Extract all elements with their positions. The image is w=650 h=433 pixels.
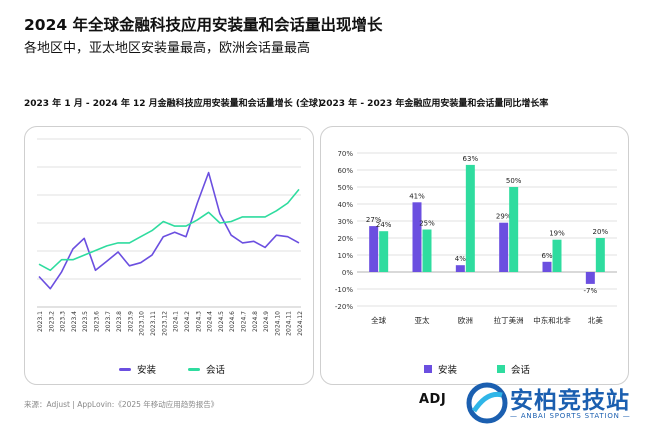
x-tick-label: 2024.11: [286, 311, 293, 336]
page-title: 2024 年全球金融科技应用安装量和会话量出现增长: [24, 16, 383, 34]
brand-name: 安柏竞技站: [510, 388, 630, 414]
data-label: 4%: [455, 255, 466, 263]
legend-installs-swatch: [119, 367, 131, 371]
x-tick-label: 2024.8: [252, 311, 259, 332]
category-label: 拉丁美洲: [494, 315, 524, 325]
bar-chart: 70% 60% 50% 40% 30% 20% 10% 0% -10% -20% 27%24% 全球 4…: [335, 150, 617, 325]
brand-emblem-icon: [466, 382, 508, 424]
y-tick-label: 0%: [342, 269, 353, 277]
x-tick-label: 2023.10: [139, 311, 146, 336]
right-chart-title: 2023 年 - 2023 年金融应用安装量和会话量同比增长率: [320, 99, 549, 109]
y-tick-label: 30%: [337, 218, 353, 226]
bar-sessions: [465, 164, 475, 272]
bar-sessions: [509, 187, 519, 272]
bar-installs: [499, 222, 509, 272]
x-tick-label: 2024.9: [263, 311, 270, 332]
data-label: 6%: [541, 252, 552, 260]
x-tick-label: 2023.9: [127, 311, 134, 332]
y-tick-label: 70%: [337, 150, 353, 158]
x-tick-label: 2024.6: [229, 311, 236, 332]
brand-logo: 安柏竞技站 — ANBAI SPORTS STATION —: [466, 381, 646, 427]
legend-installs-label: 安装: [137, 365, 157, 376]
page-subtitle: 各地区中，亚太地区安装量最高，欧洲会话量最高: [24, 41, 311, 56]
data-label: 25%: [419, 220, 435, 228]
legend-installs-swatch: [424, 365, 432, 373]
legend-sessions-swatch: [497, 365, 506, 373]
x-tick-label: 2024.7: [240, 311, 247, 332]
y-tick-label: 40%: [337, 201, 353, 209]
bar-sessions: [422, 229, 432, 272]
x-tick-label: 2024.10: [274, 311, 281, 336]
x-tick-label: 2023.8: [116, 311, 123, 332]
series-line-installs: [38, 171, 300, 290]
bar-legend: 安装 会话: [424, 362, 530, 376]
brand-subtitle: — ANBAI SPORTS STATION —: [510, 412, 631, 420]
line-chart-panel: 2023.1 2023.2 2023.3 2023.4 2023.5 2023.6 2023…: [24, 126, 314, 385]
bar-installs: [455, 265, 465, 272]
source-note: 来源：Adjust | AppLovin:《2025 年移动应用趋势报告》: [24, 400, 219, 409]
category-label: 欧洲: [458, 315, 473, 325]
bar-installs: [542, 261, 552, 272]
data-label: 50%: [506, 177, 522, 185]
left-chart-title: 2023 年 1 月 - 2024 年 12 月金融科技应用安装量和会话量增长 …: [24, 99, 323, 109]
x-tick-label: 2024.1: [173, 311, 180, 332]
category-label: 中东和北非: [533, 315, 571, 325]
y-tick-label: -20%: [335, 303, 353, 311]
x-tick-label: 2023.12: [161, 311, 168, 336]
bar-installs: [369, 226, 379, 272]
category-label: 北美: [588, 315, 603, 325]
x-tick-label: 2023.6: [94, 311, 101, 332]
line-legend: 安装 会话: [119, 362, 225, 376]
x-tick-label: 2023.2: [48, 311, 55, 332]
y-tick-label: 60%: [337, 167, 353, 175]
y-tick-label: -10%: [335, 286, 353, 294]
legend-sessions-swatch: [188, 367, 201, 371]
bar-installs: [585, 272, 595, 284]
legend-sessions-label: 会话: [206, 365, 226, 376]
x-tick-label: 2023.1: [37, 311, 44, 332]
legend-sessions-label: 会话: [511, 365, 531, 376]
data-label: -7%: [584, 287, 598, 295]
category-label: 亚太: [415, 315, 430, 325]
x-tick-label: 2023.11: [150, 311, 157, 336]
x-tick-label: 2023.3: [60, 311, 67, 332]
y-tick-label: 10%: [337, 252, 353, 260]
data-label: 20%: [593, 228, 609, 236]
line-chart: 2023.1 2023.2 2023.3 2023.4 2023.5 2023.6 2023…: [37, 138, 304, 336]
adj-logo: ADJ: [419, 392, 447, 407]
bar-chart-panel: 70% 60% 50% 40% 30% 20% 10% 0% -10% -20% 27% 24% 全球 4…: [320, 126, 629, 385]
x-tick-label: 2023.7: [105, 311, 112, 332]
series-line-sessions: [38, 188, 300, 272]
legend-installs-label: 安装: [438, 365, 458, 376]
x-tick-label: 2024.3: [195, 311, 202, 332]
bar-sessions: [595, 238, 605, 272]
data-label: 24%: [376, 221, 392, 229]
category-label: 全球: [371, 315, 386, 325]
y-tick-label: 20%: [337, 235, 353, 243]
y-tick-label: 50%: [337, 184, 353, 192]
x-tick-label: 2024.12: [297, 311, 304, 336]
data-label: 63%: [463, 155, 479, 163]
bar-sessions: [379, 231, 389, 272]
x-tick-label: 2023.5: [82, 311, 89, 332]
data-label: 29%: [496, 213, 512, 221]
x-tick-label: 2024.5: [218, 311, 225, 332]
x-tick-label: 2024.2: [184, 311, 191, 332]
data-label: 19%: [549, 230, 565, 238]
bar-installs: [412, 202, 422, 272]
data-label: 41%: [409, 192, 425, 200]
bar-sessions: [552, 239, 562, 272]
x-tick-label: 2023.4: [71, 311, 78, 332]
data-label: 27%: [366, 216, 382, 224]
x-tick-label: 2024.4: [207, 311, 214, 332]
